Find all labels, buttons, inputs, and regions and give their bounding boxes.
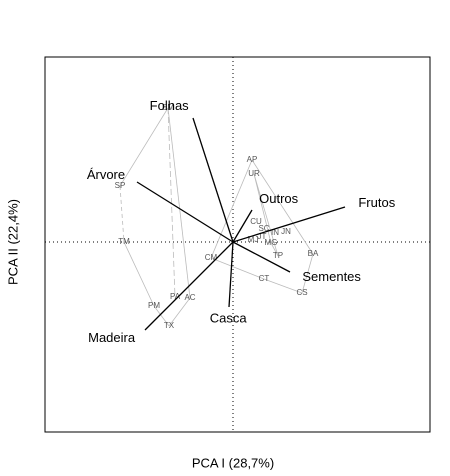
point-label: CT [259, 274, 270, 283]
point-label: SC [258, 224, 269, 233]
vector-label: Outros [259, 191, 299, 206]
group-hull [263, 278, 303, 294]
point-label: AP [247, 155, 258, 164]
group-hull [119, 107, 169, 187]
point-label: TP [273, 251, 283, 260]
point-label: BA [308, 249, 319, 258]
vector-label: Folhas [150, 98, 190, 113]
vector-label: Frutos [358, 195, 395, 210]
point-label: AC [184, 293, 195, 302]
vector-label: Sementes [302, 269, 361, 284]
point-label: MG [265, 238, 278, 247]
group-hull [123, 241, 155, 307]
vector-label: Árvore [87, 167, 125, 182]
point-label: MJ [248, 235, 259, 244]
point-label: IN [271, 228, 279, 237]
plot-frame [44, 56, 431, 433]
vector-label: Madeira [88, 330, 136, 345]
group-hull [251, 159, 314, 255]
point-label: JN [281, 227, 291, 236]
point-label: TX [164, 321, 175, 330]
loading-vector [232, 241, 291, 273]
point-label: SP [115, 181, 126, 190]
vector-label: Casca [210, 310, 248, 325]
group-hull [210, 159, 253, 259]
point-label: EM [162, 103, 174, 112]
point-label: TM [118, 237, 130, 246]
group-hull [210, 257, 265, 280]
point-label: PA [170, 292, 181, 301]
point-label: JT [258, 232, 267, 241]
group-hull [167, 107, 191, 299]
loading-vector [144, 241, 234, 331]
loading-vector [232, 209, 253, 243]
point-label: UR [248, 169, 260, 178]
point-label: CS [296, 288, 307, 297]
group-hull [253, 173, 279, 257]
loading-vector [192, 117, 234, 243]
group-hull [119, 185, 125, 243]
point-label: CU [250, 217, 262, 226]
point-label: CM [205, 253, 218, 262]
loading-vector [228, 241, 234, 308]
group-hull [167, 107, 176, 298]
group-hull [168, 297, 191, 327]
group-hull [270, 242, 279, 257]
point-label: PM [148, 301, 160, 310]
loading-vector [136, 181, 234, 243]
loading-vector [232, 206, 346, 243]
y-axis-label: PCA II (22,4%) [5, 199, 20, 285]
x-axis-label: PCA I (28,7%) [192, 455, 274, 470]
group-hull [153, 305, 170, 327]
group-hull [301, 253, 314, 294]
